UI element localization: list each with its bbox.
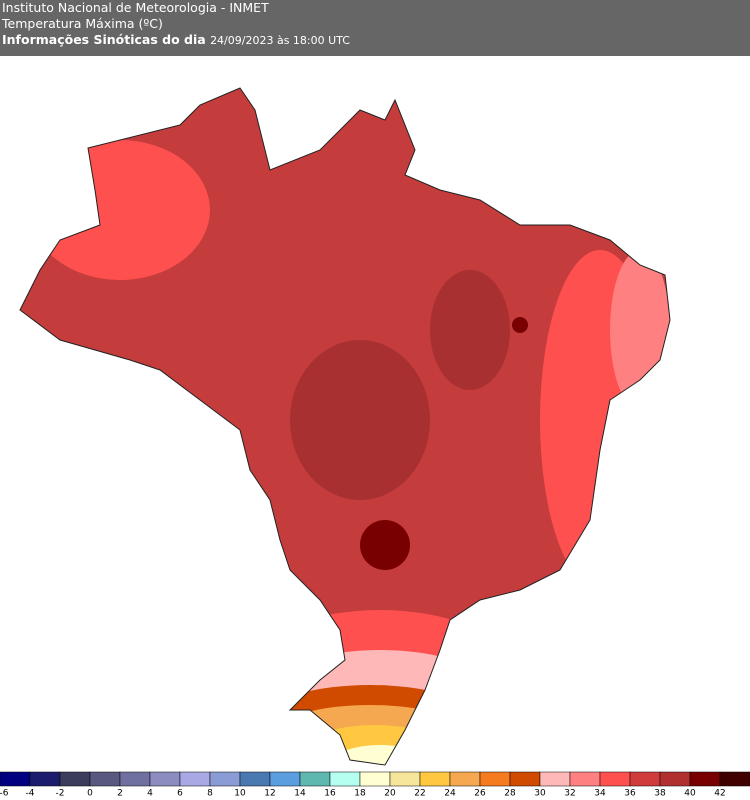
colorbar-box xyxy=(209,771,241,787)
colorbar-box xyxy=(149,771,181,787)
colorbar-box xyxy=(599,771,631,787)
colorbar-label: 40 xyxy=(684,789,696,799)
colorbar-label: 26 xyxy=(474,789,486,799)
colorbar-box xyxy=(89,771,121,787)
colorbar-box xyxy=(629,771,661,787)
colorbar-box xyxy=(659,771,691,787)
colorbar-box xyxy=(29,771,61,787)
colorbar-label: 4 xyxy=(147,789,153,799)
colorbar-box xyxy=(509,771,541,787)
colorbar-box xyxy=(449,771,481,787)
colorbar-label: 30 xyxy=(534,789,546,799)
colorbar-label: 0 xyxy=(87,789,93,799)
colorbar-label: 10 xyxy=(234,789,246,799)
colorbar-box xyxy=(239,771,271,787)
colorbar-box xyxy=(719,771,750,787)
colorbar-label: 20 xyxy=(384,789,396,799)
colorbar: -6 -4 -2 0 2 4 6 8 10 12 14 16 18 20 22 24 26 28 30 32 34 36 3… xyxy=(0,771,750,799)
colorbar-box xyxy=(569,771,601,787)
colorbar-label: 6 xyxy=(177,789,183,799)
colorbar-box xyxy=(299,771,331,787)
colorbar-label: -2 xyxy=(56,789,65,799)
colorbar-label: 8 xyxy=(207,789,213,799)
header-line: Temperatura Máxima (ºC) xyxy=(2,16,163,31)
colorbar-box xyxy=(419,771,451,787)
colorbar-box xyxy=(119,771,151,787)
colorbar-label: -6 xyxy=(0,789,9,799)
header-datetime: 24/09/2023 às 18:00 UTC xyxy=(210,34,350,47)
colorbar-label: 24 xyxy=(444,789,456,799)
colorbar-label: 14 xyxy=(294,789,306,799)
header-line: Informações Sinóticas do dia xyxy=(2,32,206,47)
colorbar-box xyxy=(389,771,421,787)
colorbar-box xyxy=(0,771,31,787)
colorbar-label: 32 xyxy=(564,789,575,799)
colorbar-label: 22 xyxy=(414,789,425,799)
header: Instituto Nacional de Meteorologia - INM… xyxy=(0,0,750,56)
header-line: Informações Sinóticas do dia 24/09/2023 … xyxy=(2,32,750,49)
colorbar-label: 18 xyxy=(354,789,366,799)
colorbar-box xyxy=(59,771,91,787)
colorbar-label: 16 xyxy=(324,789,336,799)
colorbar-box xyxy=(179,771,211,787)
colorbar-label: 34 xyxy=(594,789,606,799)
colorbar-label: 2 xyxy=(117,789,123,799)
header-line: Instituto Nacional de Meteorologia - INM… xyxy=(2,0,269,15)
colorbar-box xyxy=(269,771,301,787)
colorbar-box xyxy=(329,771,361,787)
temperature-field xyxy=(20,88,670,765)
colorbar-label: 28 xyxy=(504,789,516,799)
colorbar-box xyxy=(479,771,511,787)
colorbar-label: 42 xyxy=(714,789,725,799)
colorbar-label: 12 xyxy=(264,789,275,799)
colorbar-label: 36 xyxy=(624,789,636,799)
colorbar-box xyxy=(359,771,391,787)
colorbar-label: 38 xyxy=(654,789,666,799)
colorbar-box xyxy=(689,771,721,787)
colorbar-box xyxy=(539,771,571,787)
colorbar-label: -4 xyxy=(26,789,35,799)
